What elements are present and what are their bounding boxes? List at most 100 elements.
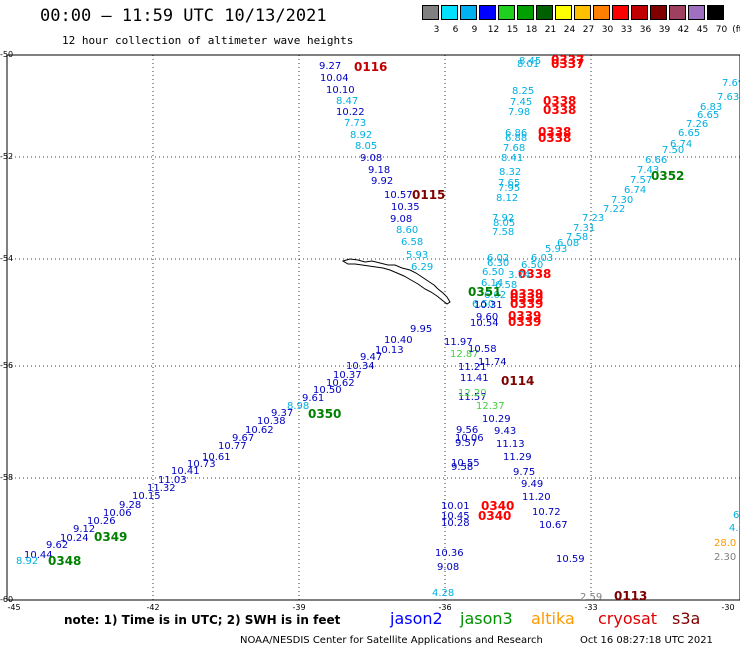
pass-label: 0339 (510, 297, 543, 311)
pass-label: 0352 (651, 169, 684, 183)
swh-value: 4.28 (432, 588, 454, 599)
swh-value: 11.74 (478, 357, 507, 368)
swh-value: 6.03 (531, 253, 553, 264)
swh-value: 9.18 (368, 165, 390, 176)
swh-value: 9.47 (360, 352, 382, 363)
swh-value: 8.98 (287, 401, 309, 412)
color-swatch-label: 27 (582, 25, 595, 35)
swh-value: 11.20 (522, 492, 551, 503)
swh-value: 6.74 (670, 139, 692, 150)
swh-value: 8.25 (512, 86, 534, 97)
pass-label: 0350 (308, 407, 341, 421)
swh-value: 10.40 (384, 335, 413, 346)
swh-value: 9.95 (410, 324, 432, 335)
swh-value: 9.08 (360, 153, 382, 164)
pass-label: 0337 (551, 53, 584, 67)
latitude-label: -60 (0, 595, 14, 604)
swh-value: 9.49 (521, 479, 543, 490)
swh-value: 10.77 (218, 441, 247, 452)
swh-value: 7.50 (662, 145, 684, 156)
swh-value: 9.57 (455, 438, 477, 449)
swh-value: 10.24 (60, 533, 89, 544)
pass-label: 0349 (94, 530, 127, 544)
color-swatch-label: 3 (433, 25, 440, 35)
swh-value: 7.23 (582, 213, 604, 224)
swh-value: 8.12 (496, 193, 518, 204)
swh-value: 10.31 (474, 300, 503, 311)
color-swatch-label: 18 (525, 25, 538, 35)
color-swatch (555, 5, 572, 20)
page-title: 00:00 – 11:59 UTC 10/13/2021 (40, 6, 327, 26)
swh-value: 7.45 (510, 97, 532, 108)
pass-label: 0338 (543, 94, 576, 108)
swh-value: 8.32 (499, 167, 521, 178)
swh-value: 10.59 (556, 554, 585, 565)
swh-value: 9.61 (302, 393, 324, 404)
swh-value: 10.72 (532, 507, 561, 518)
pass-label: 0338 (518, 267, 551, 281)
swh-value: 10.26 (87, 516, 116, 527)
color-swatch-label: 21 (544, 25, 557, 35)
swh-value: 6.88 (505, 133, 527, 144)
swh-value: 6.83 (700, 102, 722, 113)
color-swatch-label: 36 (639, 25, 652, 35)
pass-label: 0337 (551, 57, 584, 71)
swh-value: 10.58 (468, 344, 497, 355)
swh-value: 9.58 (451, 462, 473, 473)
swh-value: 7.65 (498, 178, 520, 189)
swh-value: 10.06 (455, 433, 484, 444)
swh-value: 7.31 (573, 223, 595, 234)
color-swatch (612, 5, 629, 20)
satellite-label: cryosat (598, 609, 658, 628)
swh-value: 7.57 (630, 175, 652, 186)
swh-value: 10.62 (245, 425, 274, 436)
color-swatch-label: 70 (715, 25, 728, 35)
swh-value: 7.58 (492, 227, 514, 238)
swh-values: 9.2710.0410.108.4710.227.738.928.059.089… (16, 53, 740, 603)
swh-value: 2.59 (580, 592, 602, 603)
swh-value: 10.45 (441, 511, 470, 522)
swh-value: 6.50 (521, 260, 543, 271)
swh-value: 6.65 (697, 110, 719, 121)
credit-line: NOAA/NESDIS Center for Satellite Applica… (240, 635, 543, 646)
color-swatch-label: 45 (696, 25, 709, 35)
swh-value: 10.55 (451, 458, 480, 469)
swh-value: 6.65 (678, 128, 700, 139)
swh-value: 28.0 (714, 538, 736, 549)
swh-value: 6.66 (645, 155, 667, 166)
swh-value: 10.06 (103, 508, 132, 519)
swh-value: 12.20 (458, 388, 487, 399)
swh-value: 10.36 (435, 548, 464, 559)
pass-label: 0115 (412, 188, 445, 202)
swh-value: 11.41 (460, 373, 489, 384)
latitude-label: -56 (0, 361, 14, 370)
swh-value: 8.01 (517, 59, 539, 70)
swh-value: 12.37 (476, 401, 505, 412)
swh-value: 8.05 (355, 141, 377, 152)
longitude-label: -33 (584, 603, 598, 612)
color-swatch-label: 15 (506, 25, 519, 35)
pass-label: 0340 (481, 499, 514, 513)
color-swatch-label: 39 (658, 25, 671, 35)
pass-label: 0348 (48, 554, 81, 568)
swh-value: 5.93 (406, 250, 428, 261)
swh-value: 8.47 (336, 96, 358, 107)
swh-value: 7.43 (637, 165, 659, 176)
swh-value: 7.69 (722, 78, 740, 89)
color-swatch (479, 5, 496, 20)
swh-value: 7.26 (686, 119, 708, 130)
swh-value: 11.32 (147, 483, 176, 494)
pass-label: 0116 (354, 60, 387, 74)
longitude-label: -45 (7, 603, 21, 612)
color-swatch-label: 42 (677, 25, 690, 35)
swh-value: 6.29 (411, 262, 433, 273)
latitude-label: -52 (0, 152, 14, 161)
color-swatch (517, 5, 534, 20)
pass-label: 0338 (538, 131, 571, 145)
longitude-label: -36 (438, 603, 452, 612)
swh-value: 7.68 (503, 143, 525, 154)
generation-timestamp: Oct 16 08:27:18 UTC 2021 (580, 635, 713, 646)
satellite-label: s3a (672, 609, 701, 628)
swh-value: 6.14 (481, 278, 503, 289)
